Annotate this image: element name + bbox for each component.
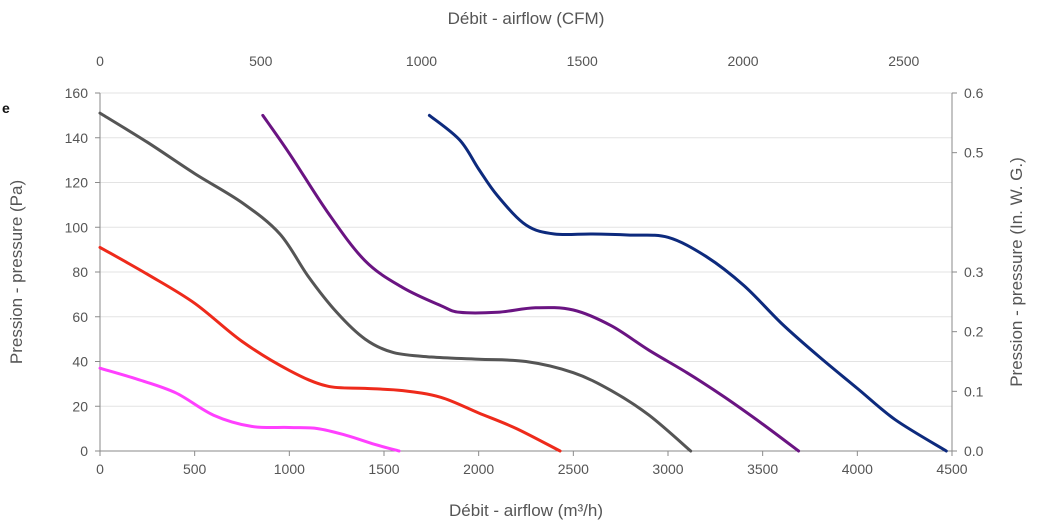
- y-tick-label-160: 160: [65, 85, 89, 101]
- x-axis-title-bottom: Débit - airflow (m³/h): [449, 501, 603, 520]
- x2-tick-label-500: 500: [249, 53, 273, 69]
- y2-tick-label-3: 0.3: [964, 264, 984, 280]
- y2-tick-label-0: 0.0: [964, 443, 984, 459]
- y-tick-label-20: 20: [72, 398, 88, 414]
- tick-labels: 0 500 1000 1500 2000 2500 3000 3500 4000 45000204…: [65, 53, 984, 477]
- x-tick-label-3000: 3000: [652, 461, 683, 477]
- x2-tick-label-1000: 1000: [406, 53, 437, 69]
- y2-tick-label-2: 0.2: [964, 324, 984, 340]
- x2-tick-label-1500: 1500: [567, 53, 598, 69]
- x-tick-label-3500: 3500: [747, 461, 778, 477]
- x-tick-label-1000: 1000: [274, 461, 305, 477]
- x-tick-label-4000: 4000: [842, 461, 873, 477]
- y-tick-label-140: 140: [65, 130, 89, 146]
- cropped-edge-text: e: [2, 100, 10, 116]
- x2-tick-label-2000: 2000: [727, 53, 758, 69]
- y-tick-label-100: 100: [65, 219, 89, 235]
- y-tick-label-0: 0: [80, 443, 88, 459]
- x-tick-label-2000: 2000: [463, 461, 494, 477]
- y2-tick-label-5: 0.6: [964, 85, 984, 101]
- y-tick-label-120: 120: [65, 175, 89, 191]
- y-tick-label-60: 60: [72, 309, 88, 325]
- series-curve-4: [261, 113, 801, 453]
- series-curve-1: [98, 366, 401, 453]
- x2-tick-label-2500: 2500: [888, 53, 919, 69]
- y2-tick-label-4: 0.5: [964, 145, 984, 161]
- series-curves: [98, 111, 948, 453]
- y-tick-label-40: 40: [72, 354, 88, 370]
- x-tick-label-1500: 1500: [368, 461, 399, 477]
- y-axis-title-right: Pression - pressure (In. W. G.): [1007, 157, 1026, 387]
- x-tick-label-2500: 2500: [558, 461, 589, 477]
- x-tick-label-500: 500: [183, 461, 207, 477]
- y-axis-title-left: Pression - pressure (Pa): [7, 180, 26, 364]
- x-axis-title-top: Débit - airflow (CFM): [448, 9, 605, 28]
- x-tick-label-4500: 4500: [936, 461, 967, 477]
- series-curve-2: [98, 245, 562, 453]
- x2-tick-label-0: 0: [96, 53, 104, 69]
- x-tick-label-0: 0: [96, 461, 104, 477]
- series-curve-3: [98, 111, 693, 453]
- series-curve-5: [427, 113, 948, 453]
- y2-tick-label-1: 0.1: [964, 383, 984, 399]
- grid-lines: [100, 92, 952, 407]
- y-tick-label-80: 80: [72, 264, 88, 280]
